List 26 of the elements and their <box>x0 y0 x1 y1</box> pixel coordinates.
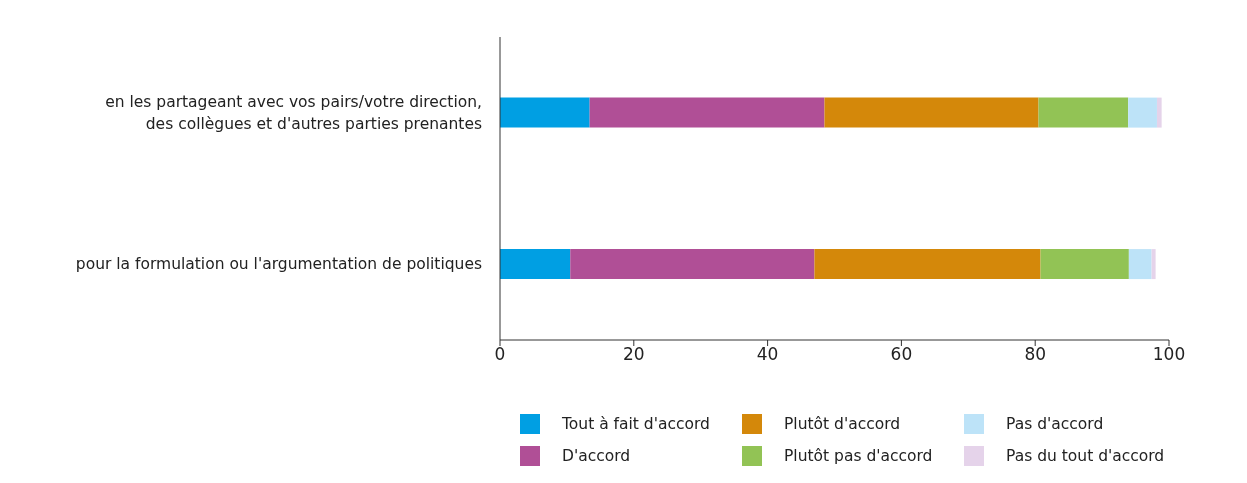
bar <box>500 97 590 128</box>
legend-label: Plutôt d'accord <box>784 415 901 433</box>
bar <box>814 249 1041 280</box>
bar <box>589 97 825 128</box>
x-tick-label: 40 <box>756 344 779 365</box>
legend-label: Pas d'accord <box>1006 415 1104 433</box>
legend-label: Pas du tout d'accord <box>1006 447 1165 465</box>
x-tick-label: 60 <box>890 344 913 365</box>
bar <box>570 249 815 280</box>
x-tick-label: 20 <box>622 344 645 365</box>
y-tick-label: en les partageant avec vos pairs/votre direction, des collègues et d'autres parties prenantes <box>105 92 482 133</box>
bar <box>1151 249 1156 280</box>
legend-label: Tout à fait d'accord <box>562 415 710 433</box>
x-tick-label: 80 <box>1024 344 1047 365</box>
x-tick-label: 0 <box>494 344 506 365</box>
bar <box>824 97 1039 128</box>
bar <box>1040 249 1129 280</box>
x-tick-label: 100 <box>1152 344 1186 365</box>
bar <box>1156 97 1162 128</box>
bar <box>500 249 571 280</box>
bar <box>1038 97 1129 128</box>
legend-label: D'accord <box>562 447 631 465</box>
bar <box>1128 97 1157 128</box>
y-tick-label: pour la formulation ou l'argumentation de politiques <box>75 255 482 274</box>
bar <box>1128 249 1152 280</box>
legend-label: Plutôt pas d'accord <box>784 447 933 465</box>
